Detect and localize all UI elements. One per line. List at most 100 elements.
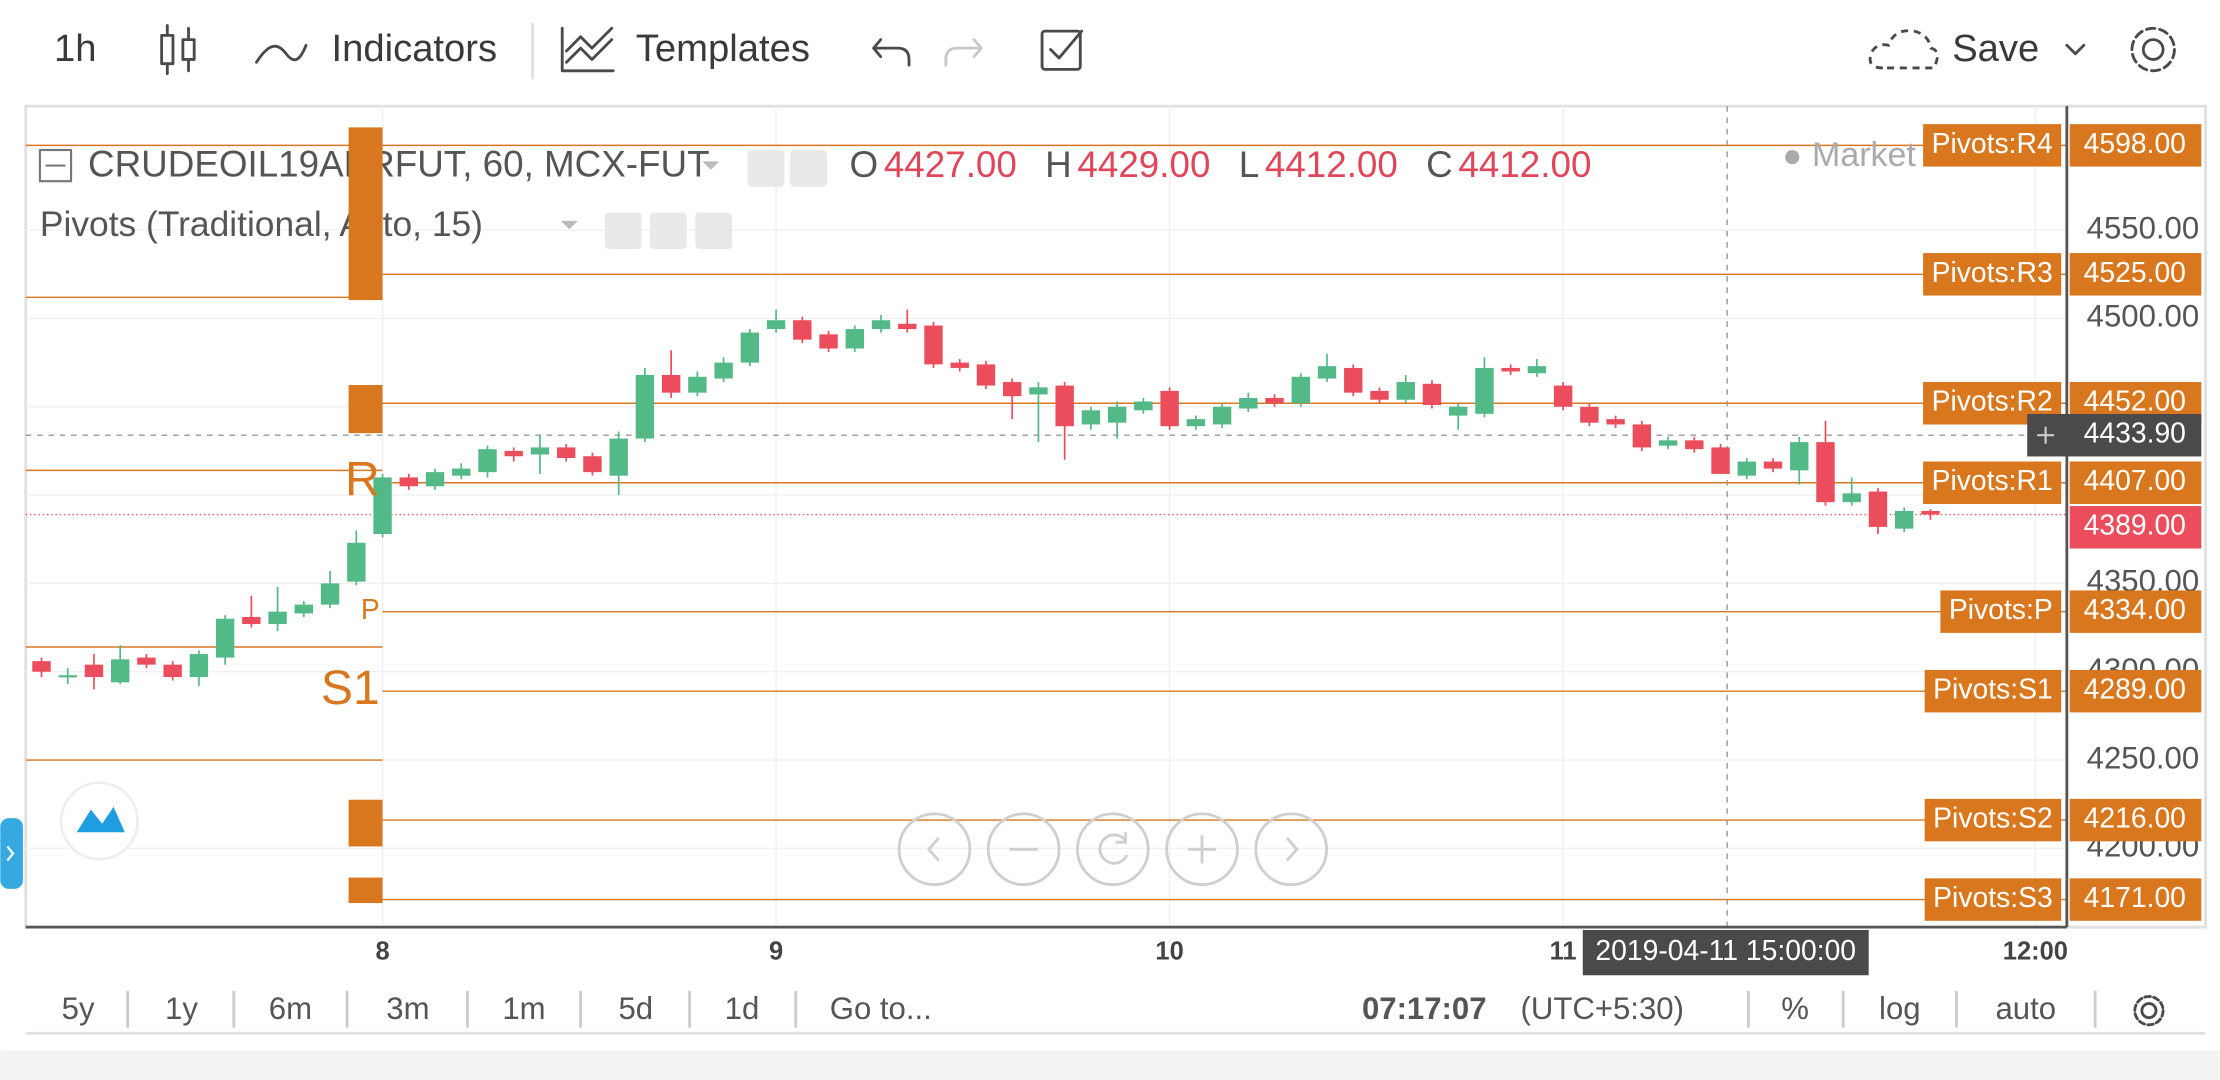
pivot-name-box xyxy=(1923,124,2062,167)
cloud-icon[interactable] xyxy=(1868,29,1939,70)
pivot-name-box xyxy=(1923,461,2062,504)
remove-button[interactable] xyxy=(695,212,733,250)
gear-button[interactable] xyxy=(649,212,687,250)
symbol-title: CRUDEOIL19APRFUT, 60, MCX-FUT xyxy=(88,144,710,185)
candle-body xyxy=(661,374,681,393)
chart-frame xyxy=(24,104,2207,929)
candle-body xyxy=(1002,382,1022,397)
candle-body xyxy=(1921,510,1940,515)
pivot-value-box xyxy=(2069,124,2202,167)
candle-body xyxy=(1711,447,1730,474)
candle-body xyxy=(215,618,235,658)
collapse-icon[interactable] xyxy=(38,148,73,183)
timezone[interactable]: (UTC+5:30) xyxy=(1520,991,1683,1026)
candle-body xyxy=(1370,390,1389,400)
scroll-right[interactable] xyxy=(1254,812,1328,887)
pivot-start-block xyxy=(348,127,383,301)
chart-legend: CRUDEOIL19APRFUT, 60, MCX-FUT O 4427.00 H 4… xyxy=(38,136,2031,250)
last-price-box xyxy=(2069,506,2202,549)
scale-option[interactable]: auto xyxy=(1996,991,2057,1026)
scroll-left[interactable] xyxy=(897,812,972,887)
pivot-value-box xyxy=(2069,669,2202,713)
save-menu-chevron[interactable] xyxy=(2065,43,2086,56)
settings-icon[interactable] xyxy=(2133,995,2165,1027)
candle-body xyxy=(504,450,523,457)
candle-body xyxy=(425,472,445,487)
candle-body xyxy=(1265,397,1284,404)
range-button[interactable]: 5y xyxy=(62,991,95,1026)
crosshair-plus xyxy=(2037,426,2055,444)
crosshair-time-label: 2019-04-11 15:00:00 xyxy=(1595,934,1856,966)
candle-body xyxy=(1658,440,1678,446)
templates-icon[interactable] xyxy=(560,26,615,73)
scale-option[interactable]: % xyxy=(1781,991,1809,1026)
interval-button[interactable]: 1h xyxy=(54,27,96,70)
indicators-icon[interactable] xyxy=(255,43,308,64)
candle-body xyxy=(556,447,576,459)
eye-button[interactable] xyxy=(604,212,642,250)
pivot-value-box xyxy=(2069,461,2202,504)
zoom-in[interactable] xyxy=(1165,812,1239,887)
zoom-out[interactable] xyxy=(986,812,1061,887)
reset[interactable] xyxy=(1076,812,1150,887)
chart-overlays xyxy=(0,781,1328,889)
candle-body xyxy=(1527,366,1547,374)
checkbox-icon[interactable] xyxy=(1040,29,1084,71)
candle-body xyxy=(1763,461,1783,469)
bottom-bar: Go to... 07:17:07 (UTC+5:30) 5y 1y 6m 3m 1m 5… xyxy=(25,990,2206,1035)
candle-body xyxy=(1868,491,1888,527)
candle-body xyxy=(583,456,602,473)
symbol-menu[interactable] xyxy=(702,161,720,170)
pivot-start-block xyxy=(348,799,383,847)
candle-body xyxy=(714,362,733,379)
candle-body xyxy=(1029,387,1048,395)
range-button[interactable]: 5d xyxy=(619,991,654,1026)
ohlc-value: 4412.00 xyxy=(1458,144,1591,185)
save-button[interactable]: Save xyxy=(1952,27,2039,70)
chart-type-icon[interactable] xyxy=(160,24,196,76)
pivot-start-block xyxy=(348,877,383,904)
settings-icon[interactable] xyxy=(2130,26,2176,73)
eye-button[interactable] xyxy=(747,150,785,187)
side-panel-arrow xyxy=(6,845,15,862)
candle-body xyxy=(1160,390,1179,427)
pivot-name: Pivots:R4 xyxy=(1932,127,2053,159)
candle-body xyxy=(1134,401,1153,411)
pivot-value: 4216.00 xyxy=(2084,802,2186,834)
pivot-name-box xyxy=(1924,798,2062,842)
pivot-value: 4171.00 xyxy=(2084,881,2186,913)
candle-body xyxy=(871,320,891,330)
indicator-menu[interactable] xyxy=(560,220,578,230)
undo-icon[interactable] xyxy=(872,38,911,67)
range-button[interactable]: 1m xyxy=(502,991,545,1026)
redo-icon[interactable] xyxy=(944,38,984,67)
pivot-value: 4334.00 xyxy=(2084,593,2186,625)
gear-button[interactable] xyxy=(790,150,827,187)
pivot-value: 4407.00 xyxy=(2084,464,2186,496)
candle-body xyxy=(819,334,838,349)
candle-body xyxy=(1816,442,1835,503)
range-button[interactable]: 1d xyxy=(725,991,760,1026)
candle-body xyxy=(635,374,655,439)
ohlc-label: L xyxy=(1239,144,1259,185)
pivot-value-box xyxy=(2069,590,2202,633)
candle-body xyxy=(320,583,340,605)
range-button[interactable]: 1y xyxy=(165,991,198,1026)
range-button[interactable]: 6m xyxy=(269,991,312,1026)
status-dot xyxy=(1785,150,1800,165)
candle-body xyxy=(609,438,628,476)
indicators-button[interactable]: Indicators xyxy=(331,27,497,70)
candle-body xyxy=(1632,424,1652,448)
candle-body xyxy=(1737,461,1756,476)
scale-option[interactable]: log xyxy=(1879,991,1921,1026)
goto-button[interactable]: Go to... xyxy=(830,991,932,1026)
candle-body xyxy=(137,657,156,665)
pivot-start-label: R xyxy=(345,452,380,506)
candle-body xyxy=(478,449,497,473)
candle-body xyxy=(399,477,418,487)
range-button[interactable]: 3m xyxy=(386,991,429,1026)
ohlc-value: 4427.00 xyxy=(884,144,1017,185)
last-price-label: 4389.00 xyxy=(2084,509,2186,541)
templates-button[interactable]: Templates xyxy=(636,27,810,70)
x-tick-label: 9 xyxy=(769,937,783,965)
